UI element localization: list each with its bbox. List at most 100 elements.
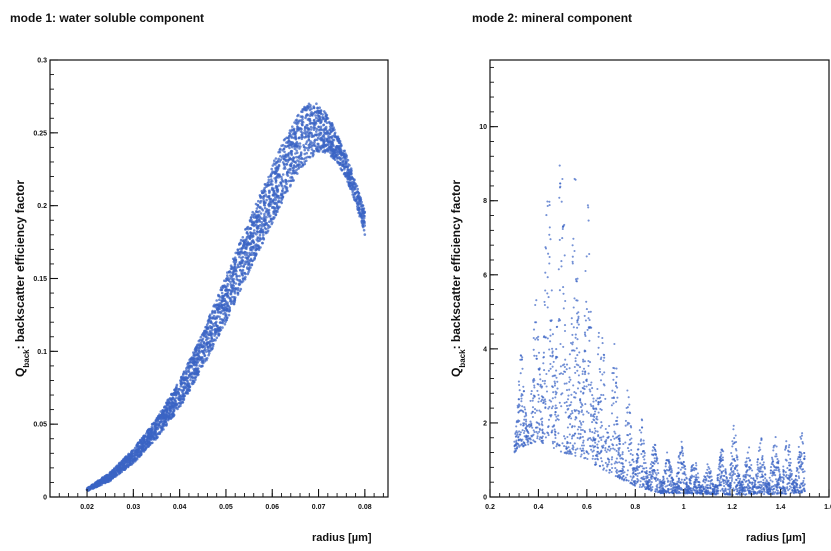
chart-1-point <box>175 386 178 390</box>
chart-1-point <box>274 213 278 217</box>
chart-2-point <box>532 397 535 400</box>
chart-1-point <box>258 224 262 227</box>
chart-1-point <box>221 326 224 329</box>
chart-1-point <box>319 136 323 140</box>
chart-1-point <box>305 124 308 127</box>
chart-1-point <box>343 172 347 175</box>
chart-1-point <box>256 239 260 243</box>
chart-1-point <box>128 463 131 467</box>
chart-2-point <box>765 479 768 482</box>
chart-1-point <box>192 367 195 371</box>
chart-1-point <box>222 318 226 321</box>
chart-1-point <box>220 288 223 292</box>
chart-2-point <box>533 386 536 389</box>
chart-1-point <box>213 334 216 337</box>
chart-1-point <box>275 188 279 191</box>
chart-2-point <box>789 472 792 475</box>
chart-1-point <box>211 342 215 346</box>
chart-1-point <box>95 483 98 487</box>
chart-1-point <box>201 359 204 363</box>
chart-1-point <box>256 244 260 247</box>
chart-2-point <box>577 317 580 320</box>
chart-1-point <box>187 370 191 374</box>
chart-1-point <box>238 242 241 246</box>
chart-1-point <box>180 401 184 404</box>
chart-2-point <box>545 214 548 217</box>
chart-1-point <box>298 136 301 139</box>
chart-2-point <box>624 441 627 444</box>
chart-1-point <box>304 142 308 145</box>
chart-2-point <box>574 336 577 339</box>
chart-1-point <box>303 129 307 132</box>
chart-1-point <box>211 347 214 350</box>
chart-2-point <box>758 483 761 486</box>
chart-2-point <box>800 437 803 440</box>
chart-1-point <box>230 284 233 288</box>
chart-1-point <box>209 344 212 347</box>
chart-2-point <box>555 415 558 418</box>
chart-2-point <box>583 452 586 455</box>
chart-1-point <box>205 325 208 329</box>
chart-1-point <box>274 157 278 160</box>
chart-2-point <box>611 443 614 446</box>
chart-1-point <box>247 270 250 274</box>
chart-2-point <box>721 478 724 481</box>
chart-1-point <box>275 196 279 199</box>
chart-1-point <box>94 485 98 489</box>
chart-2-point <box>573 365 576 369</box>
chart-1-point <box>251 210 254 214</box>
chart-1-point <box>341 163 344 167</box>
chart-1-point <box>317 134 321 137</box>
chart-1-point <box>217 304 221 307</box>
chart-2-point <box>784 492 787 495</box>
chart-2-point <box>790 482 793 485</box>
chart-1-point <box>217 328 220 332</box>
chart-1-point <box>202 342 206 345</box>
chart-1-point <box>263 204 267 207</box>
chart-2-point <box>628 422 631 425</box>
chart-2-point <box>551 442 555 445</box>
chart-1-point <box>259 199 263 203</box>
chart-1-point <box>301 118 304 121</box>
chart-2-point <box>576 326 579 329</box>
chart-2-point <box>564 411 567 414</box>
chart-2-point <box>554 430 557 433</box>
chart-1-point <box>156 417 160 420</box>
chart-1-point <box>249 266 252 269</box>
chart-1-point <box>267 175 270 179</box>
chart-1-point <box>275 175 278 179</box>
chart-2-point <box>762 461 765 464</box>
chart-1-point <box>273 159 276 162</box>
chart-1-point <box>289 163 293 166</box>
chart-2: 0.20.40.60.811.21.41.60246810Qback: back… <box>449 59 831 511</box>
chart-1-point <box>293 121 296 124</box>
chart-2-point <box>745 457 748 460</box>
chart-1-point <box>321 150 325 154</box>
chart-2-point <box>532 429 535 432</box>
chart-1-point <box>296 172 299 175</box>
chart-1-point <box>214 311 217 314</box>
chart-2-point <box>649 467 652 470</box>
chart-2-point <box>555 369 558 372</box>
chart-2-point <box>530 412 533 415</box>
chart-1-point <box>297 121 300 124</box>
chart-1-point <box>228 270 232 273</box>
chart-2-point <box>614 475 617 478</box>
chart-1-point <box>317 118 321 122</box>
chart-2-point <box>567 446 570 449</box>
chart-2-point <box>583 360 586 363</box>
chart-1-point <box>111 476 114 480</box>
chart-1-point <box>339 143 343 146</box>
chart-1-x-tick-label: 0.07 <box>312 504 326 511</box>
chart-2-point <box>577 432 580 435</box>
chart-1-point <box>256 204 260 207</box>
chart-2-point <box>718 469 721 472</box>
chart-1-point <box>297 155 301 158</box>
chart-2-point <box>590 448 593 451</box>
chart-1-point <box>267 195 271 198</box>
chart-1-point <box>105 480 109 483</box>
chart-1-point <box>287 139 291 142</box>
chart-1-point <box>240 259 243 263</box>
chart-2-point <box>799 467 802 470</box>
chart-1-point <box>222 308 225 312</box>
